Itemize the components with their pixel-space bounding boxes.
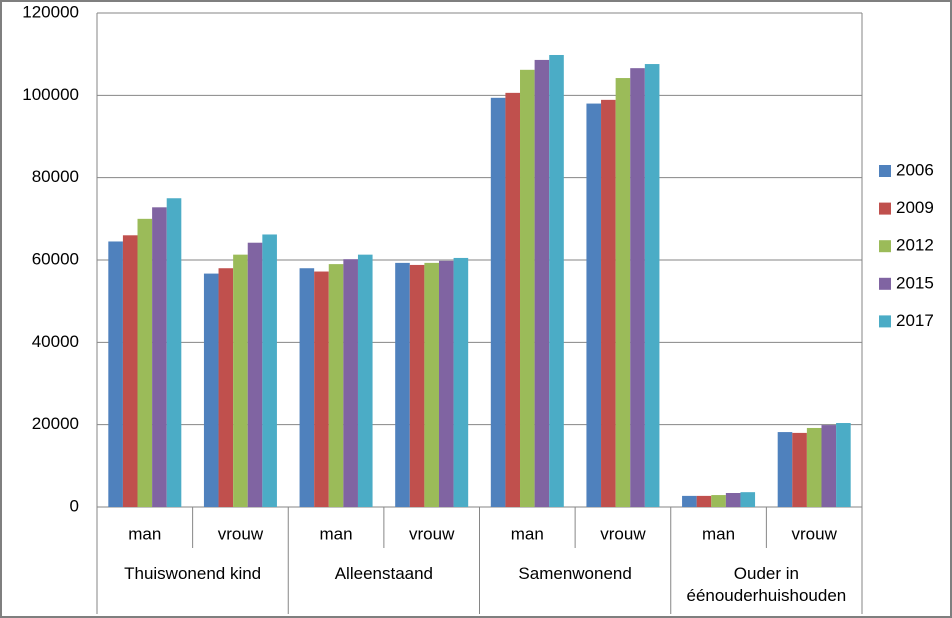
legend-swatch: [879, 315, 891, 328]
legend-label: 2015: [896, 273, 934, 292]
bar: [438, 260, 454, 507]
legend-label: 2006: [896, 160, 934, 179]
bar: [395, 262, 410, 507]
x-tick-label: vrouw: [409, 524, 455, 543]
bar: [836, 423, 851, 507]
legend-swatch: [879, 277, 891, 290]
bar: [696, 495, 712, 507]
bar: [299, 268, 315, 507]
bar: [549, 54, 564, 508]
bar: [806, 427, 822, 507]
bar: [821, 425, 837, 507]
y-tick-label: 40000: [32, 332, 79, 351]
bar: [534, 59, 550, 508]
bar: [453, 257, 469, 507]
y-tick-label: 0: [70, 496, 79, 515]
legend-label: 2017: [896, 311, 934, 330]
bar: [357, 254, 373, 507]
bar: [520, 69, 535, 507]
x-tick-label: man: [128, 524, 161, 543]
x-tick-label: vrouw: [792, 524, 838, 543]
bar: [203, 273, 219, 507]
bar: [777, 432, 793, 507]
bar: [682, 495, 697, 507]
bar: [409, 264, 425, 507]
group-label: Alleenstaand: [334, 564, 434, 583]
bar: [152, 207, 167, 507]
bar: [490, 97, 506, 507]
bar: [615, 78, 631, 507]
group-label: Samenwonend: [518, 564, 632, 583]
bar: [247, 242, 263, 507]
x-tick-label: man: [511, 524, 544, 543]
bar: [505, 92, 521, 507]
bar: [122, 235, 138, 508]
bar: [711, 495, 726, 507]
legend-swatch: [879, 202, 891, 215]
bar: [586, 103, 602, 508]
group-label: Thuiswonend kind: [124, 564, 262, 583]
legend-swatch: [879, 165, 891, 177]
y-tick-label: 120000: [22, 2, 79, 21]
bar: [108, 241, 123, 507]
legend-label: 2012: [896, 236, 934, 255]
group-label: Ouder in éénouderhuishouden: [686, 564, 847, 605]
bar: [644, 64, 660, 507]
bar: [601, 99, 616, 507]
bar: [262, 234, 277, 507]
bar: [233, 254, 248, 507]
bar: [218, 268, 234, 507]
x-tick-label: vrouw: [600, 524, 646, 543]
x-tick-label: vrouw: [218, 524, 264, 543]
y-tick-label: 60000: [32, 249, 79, 268]
bar: [630, 68, 645, 507]
x-tick-label: man: [702, 524, 735, 543]
bar: [725, 493, 741, 507]
y-tick-label: 100000: [22, 85, 79, 104]
bar: [343, 259, 358, 507]
legend-label: 2009: [896, 198, 934, 217]
bar: [792, 432, 807, 507]
bar: [137, 218, 153, 508]
x-tick-label: man: [320, 524, 353, 543]
y-tick-label: 20000: [32, 414, 79, 433]
bar: [166, 198, 182, 507]
bar: [314, 271, 329, 507]
bar: [328, 264, 344, 507]
legend-swatch: [879, 240, 891, 253]
bar: [424, 262, 439, 507]
y-tick-label: 80000: [32, 167, 79, 186]
bar: [740, 492, 756, 507]
